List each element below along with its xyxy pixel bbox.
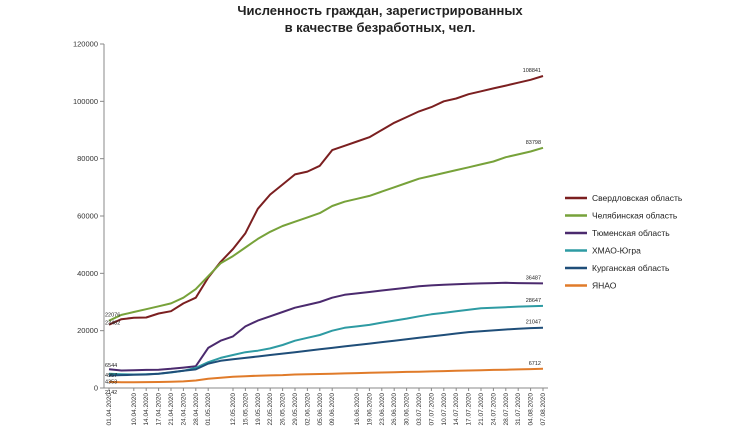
x-tick-label: 28.07.2020	[503, 393, 510, 426]
x-tick-label: 01.05.2020	[205, 393, 212, 426]
x-tick-label: 21.04.2020	[168, 393, 175, 426]
y-tick-label: 20000	[77, 326, 98, 335]
x-tick-label: 28.04.2020	[193, 393, 200, 426]
series-line	[108, 281, 544, 372]
series-line	[108, 146, 544, 322]
series-start-label: 4353	[105, 380, 117, 386]
x-tick-label: 22.05.2020	[267, 393, 274, 426]
x-tick-label: 04.08.2020	[528, 393, 535, 426]
x-tick-label: 14.04.2020	[143, 393, 150, 426]
y-tick-label: 40000	[77, 269, 98, 278]
x-tick-label: 14.07.2020	[453, 393, 460, 426]
y-tick-label: 100000	[73, 97, 98, 106]
x-tick-label: 23.06.2020	[379, 393, 386, 426]
x-tick-label: 19.05.2020	[255, 393, 262, 426]
x-tick-label: 31.07.2020	[515, 393, 522, 426]
chart-title-line-1: Численность граждан, зарегистрированных	[237, 3, 523, 18]
x-tick-label: 01.04.2020	[106, 393, 113, 426]
x-tick-label: 21.07.2020	[478, 393, 485, 426]
x-tick-label: 17.07.2020	[466, 393, 473, 426]
x-tick-label: 07.07.2020	[428, 393, 435, 426]
series-line	[108, 75, 544, 326]
legend-entry: Курганская область	[592, 263, 670, 273]
chart-title-line-2: в качестве безработных, чел.	[284, 20, 476, 35]
legend-entry: Челябинская область	[592, 211, 678, 221]
x-tick-label: 10.04.2020	[131, 393, 138, 426]
chart-axes: 0 20000 40000 60000 80000 100000 120000 01.04.2…	[73, 40, 548, 426]
series-start-label: 6544	[105, 363, 117, 369]
data-labels: 108841 22076 83798 23482 36487 6544 28647 4957 2…	[105, 68, 541, 396]
legend-entry: Свердловская область	[592, 193, 683, 203]
series-end-label: 28647	[526, 298, 541, 304]
series-end-label: 6712	[529, 361, 541, 367]
x-tick-label: 24.04.2020	[180, 393, 187, 426]
x-tick-label: 24.07.2020	[490, 393, 497, 426]
series-start-label: 22076	[105, 313, 120, 319]
x-tick-label: 05.06.2020	[317, 393, 324, 426]
series-end-label: 83798	[526, 140, 541, 146]
series-start-label: 2142	[105, 390, 117, 396]
x-tick-label: 17.04.2020	[156, 393, 163, 426]
legend-entry: ХМАО-Югра	[592, 246, 641, 256]
series-end-label: 108841	[523, 68, 541, 74]
legend-entry: ЯНАО	[592, 281, 617, 291]
series-layer	[108, 75, 544, 384]
chart-title: Численность граждан, зарегистрированных …	[160, 2, 600, 36]
x-tick-label: 19.06.2020	[366, 393, 373, 426]
x-tick-label: 29.05.2020	[292, 393, 299, 426]
series-start-label: 4957	[105, 373, 117, 379]
x-tick-label: 02.06.2020	[304, 393, 311, 426]
x-tick-label: 03.07.2020	[416, 393, 423, 426]
y-tick-label: 0	[94, 384, 98, 393]
series-line	[108, 367, 544, 384]
legend-entry: Тюменская область	[592, 228, 670, 238]
x-tick-label: 09.06.2020	[329, 393, 336, 426]
x-tick-label: 26.05.2020	[280, 393, 287, 426]
x-tick-label: 15.05.2020	[242, 393, 249, 426]
y-tick-label: 120000	[73, 40, 98, 49]
series-line	[108, 326, 544, 377]
x-tick-label: 10.07.2020	[441, 393, 448, 426]
x-tick-label: 30.06.2020	[404, 393, 411, 426]
y-tick-label: 60000	[77, 212, 98, 221]
series-end-label: 36487	[526, 275, 541, 281]
y-tick-label: 80000	[77, 154, 98, 163]
legend: Свердловская область Челябинская область Т…	[565, 193, 683, 291]
series-end-label: 21047	[526, 320, 541, 326]
x-tick-label: 16.06.2020	[354, 393, 361, 426]
x-tick-label: 26.06.2020	[391, 393, 398, 426]
series-line	[108, 304, 544, 376]
x-tick-label: 07.08.2020	[540, 393, 547, 426]
x-tick-label: 12.05.2020	[230, 393, 237, 426]
series-start-label: 23482	[105, 321, 120, 327]
